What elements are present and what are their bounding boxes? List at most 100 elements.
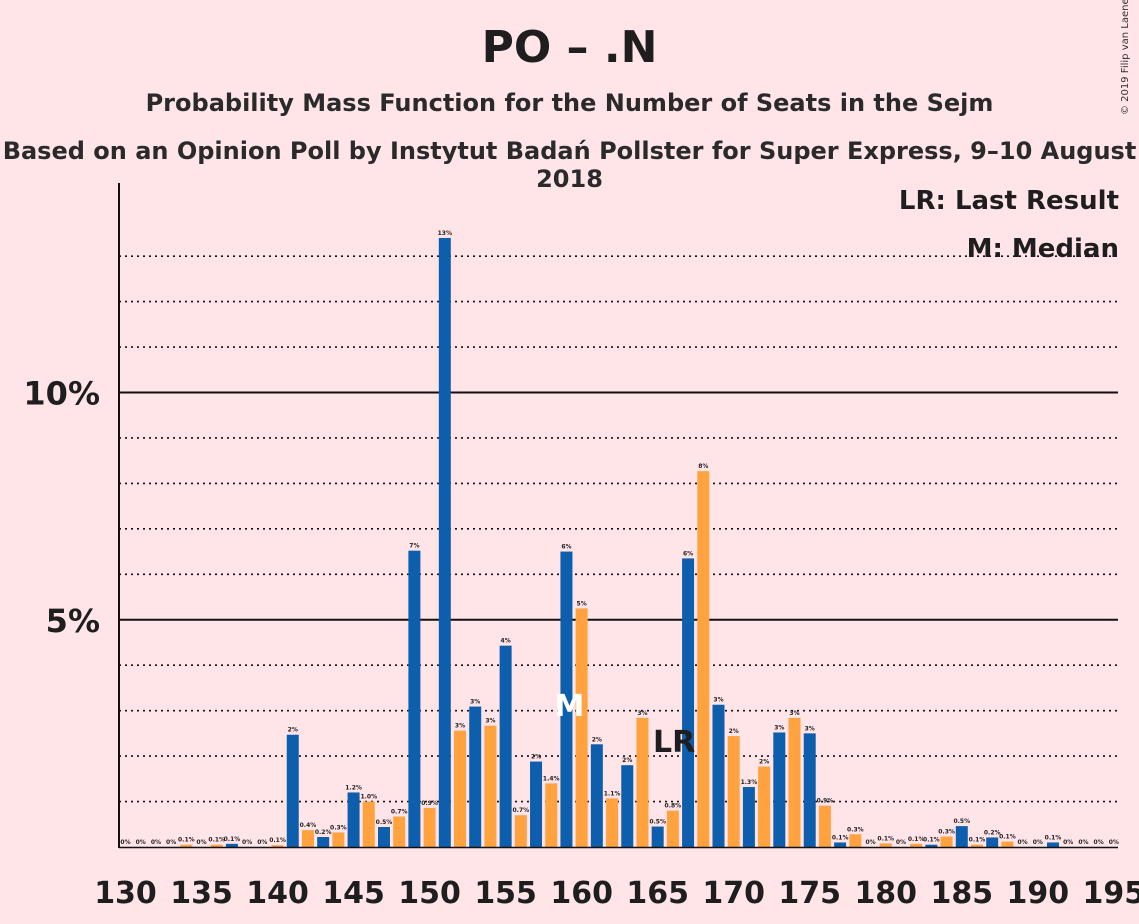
bar-label-147: 0.5% — [376, 819, 393, 826]
bar-163 — [621, 765, 634, 847]
bar-labels-group: 0% 0% 0% 0% 0.1% 0% 0.1%0.1% 0% 0% 0.1%2%0.4%0.2%… — [120, 230, 1119, 846]
bar-label-175: 3% — [805, 725, 815, 732]
bar-156 — [514, 815, 527, 847]
bar-label-170: 2% — [729, 728, 739, 735]
bar-162 — [606, 798, 619, 847]
bar-label-144: 0.3% — [330, 824, 347, 831]
bar-label-194: 0% — [1094, 839, 1104, 846]
bar-label-154: 3% — [485, 718, 495, 725]
bar-177 — [834, 842, 847, 847]
bar-label-193: 0% — [1078, 839, 1088, 846]
bar-label-155: 4% — [501, 638, 511, 645]
bar-161 — [590, 744, 603, 847]
bar-137 — [225, 843, 238, 847]
bar-145 — [347, 792, 360, 847]
bar-label-133: 0% — [166, 839, 176, 846]
x-tick-label-140: 140 — [246, 876, 309, 911]
bar-154 — [484, 725, 497, 847]
bar-label-151: 13% — [438, 230, 452, 237]
bar-label-195: 0% — [1109, 839, 1119, 846]
bar-label-178: 0.3% — [847, 826, 864, 833]
bar-186 — [970, 844, 983, 847]
bar-label-168: 8% — [698, 463, 708, 470]
bar-label-148: 0.7% — [391, 809, 408, 816]
bar-label-141: 2% — [288, 727, 298, 734]
bar-label-164: 3% — [637, 710, 647, 717]
bar-188 — [1001, 841, 1014, 847]
bar-label-145: 1.2% — [345, 784, 362, 791]
bar-label-190: 0% — [1033, 839, 1043, 846]
x-tick-label-165: 165 — [626, 876, 689, 911]
bar-155 — [499, 645, 512, 847]
bar-label-181: 0% — [896, 839, 906, 846]
bar-134 — [180, 844, 193, 847]
bar-label-146: 1.0% — [360, 794, 377, 801]
y-tick-label-10: 10% — [23, 375, 100, 413]
x-tick-label-135: 135 — [170, 876, 233, 911]
bar-175 — [803, 733, 816, 847]
bar-167 — [682, 558, 695, 847]
bar-173 — [773, 732, 786, 847]
bar-170 — [727, 736, 740, 847]
chart-subtitle: Probability Mass Function for the Number… — [145, 89, 994, 117]
bars-group — [180, 237, 1060, 848]
bar-label-152: 3% — [455, 723, 465, 730]
bar-label-159: 6% — [561, 544, 571, 551]
axes-group: 130 135 140 145 150 155 160 165 170 175 180 185 190 1… — [23, 183, 1139, 911]
bar-187 — [986, 837, 999, 847]
bar-label-184: 0.3% — [938, 829, 955, 836]
bar-label-187: 0.2% — [984, 829, 1001, 836]
bar-label-173: 3% — [774, 724, 784, 731]
bar-label-172: 2% — [759, 759, 769, 766]
bar-label-160: 5% — [577, 600, 587, 607]
bar-148 — [393, 816, 406, 847]
bar-153 — [469, 706, 482, 847]
x-tick-label-190: 190 — [1006, 876, 1069, 911]
bar-143 — [317, 837, 330, 847]
bar-158 — [545, 783, 558, 847]
bar-label-188: 0.1% — [999, 834, 1016, 841]
bar-184 — [940, 836, 953, 847]
bar-label-161: 2% — [592, 736, 602, 743]
bar-160 — [575, 608, 588, 847]
y-tick-label-5: 5% — [46, 602, 100, 640]
median-marker: M — [555, 689, 585, 724]
bar-label-158: 1.4% — [543, 775, 560, 782]
bar-label-149: 7% — [409, 543, 419, 550]
bar-label-166: 0.8% — [665, 803, 682, 810]
bar-176 — [818, 805, 831, 847]
bar-label-138: 0% — [242, 839, 252, 846]
legend-last-result: LR: Last Result — [898, 186, 1119, 216]
last-result-marker: LR — [653, 725, 695, 760]
bar-157 — [530, 761, 543, 847]
bar-151 — [438, 237, 451, 848]
bar-183 — [925, 844, 938, 847]
x-tick-label-145: 145 — [322, 876, 385, 911]
bar-label-177: 0.1% — [832, 834, 849, 841]
bar-label-134: 0.1% — [178, 837, 195, 844]
bar-168 — [697, 471, 710, 847]
bar-label-163: 2% — [622, 757, 632, 764]
bar-141 — [286, 734, 299, 847]
bar-185 — [955, 826, 968, 847]
x-tick-label-175: 175 — [778, 876, 841, 911]
bar-178 — [849, 834, 862, 847]
x-tick-label-160: 160 — [550, 876, 613, 911]
bar-label-183: 0.1% — [923, 837, 940, 844]
x-tick-label-180: 180 — [854, 876, 917, 911]
x-tick-label-150: 150 — [398, 876, 461, 911]
bar-label-131: 0% — [136, 839, 146, 846]
bar-label-192: 0% — [1063, 839, 1073, 846]
bar-label-132: 0% — [151, 839, 161, 846]
bar-166 — [666, 810, 679, 847]
bar-label-130: 0% — [120, 839, 130, 846]
bar-label-165: 0.5% — [649, 819, 666, 826]
bar-147 — [377, 827, 390, 847]
bar-label-137: 0.1% — [224, 836, 241, 843]
bar-label-150: 0.9% — [421, 800, 438, 807]
bar-label-136: 0.1% — [208, 837, 225, 844]
bar-label-185: 0.5% — [953, 818, 970, 825]
chart-source-line: Based on an Opinion Poll by Instytut Bad… — [2, 137, 1137, 193]
bar-label-186: 0.1% — [969, 837, 986, 844]
